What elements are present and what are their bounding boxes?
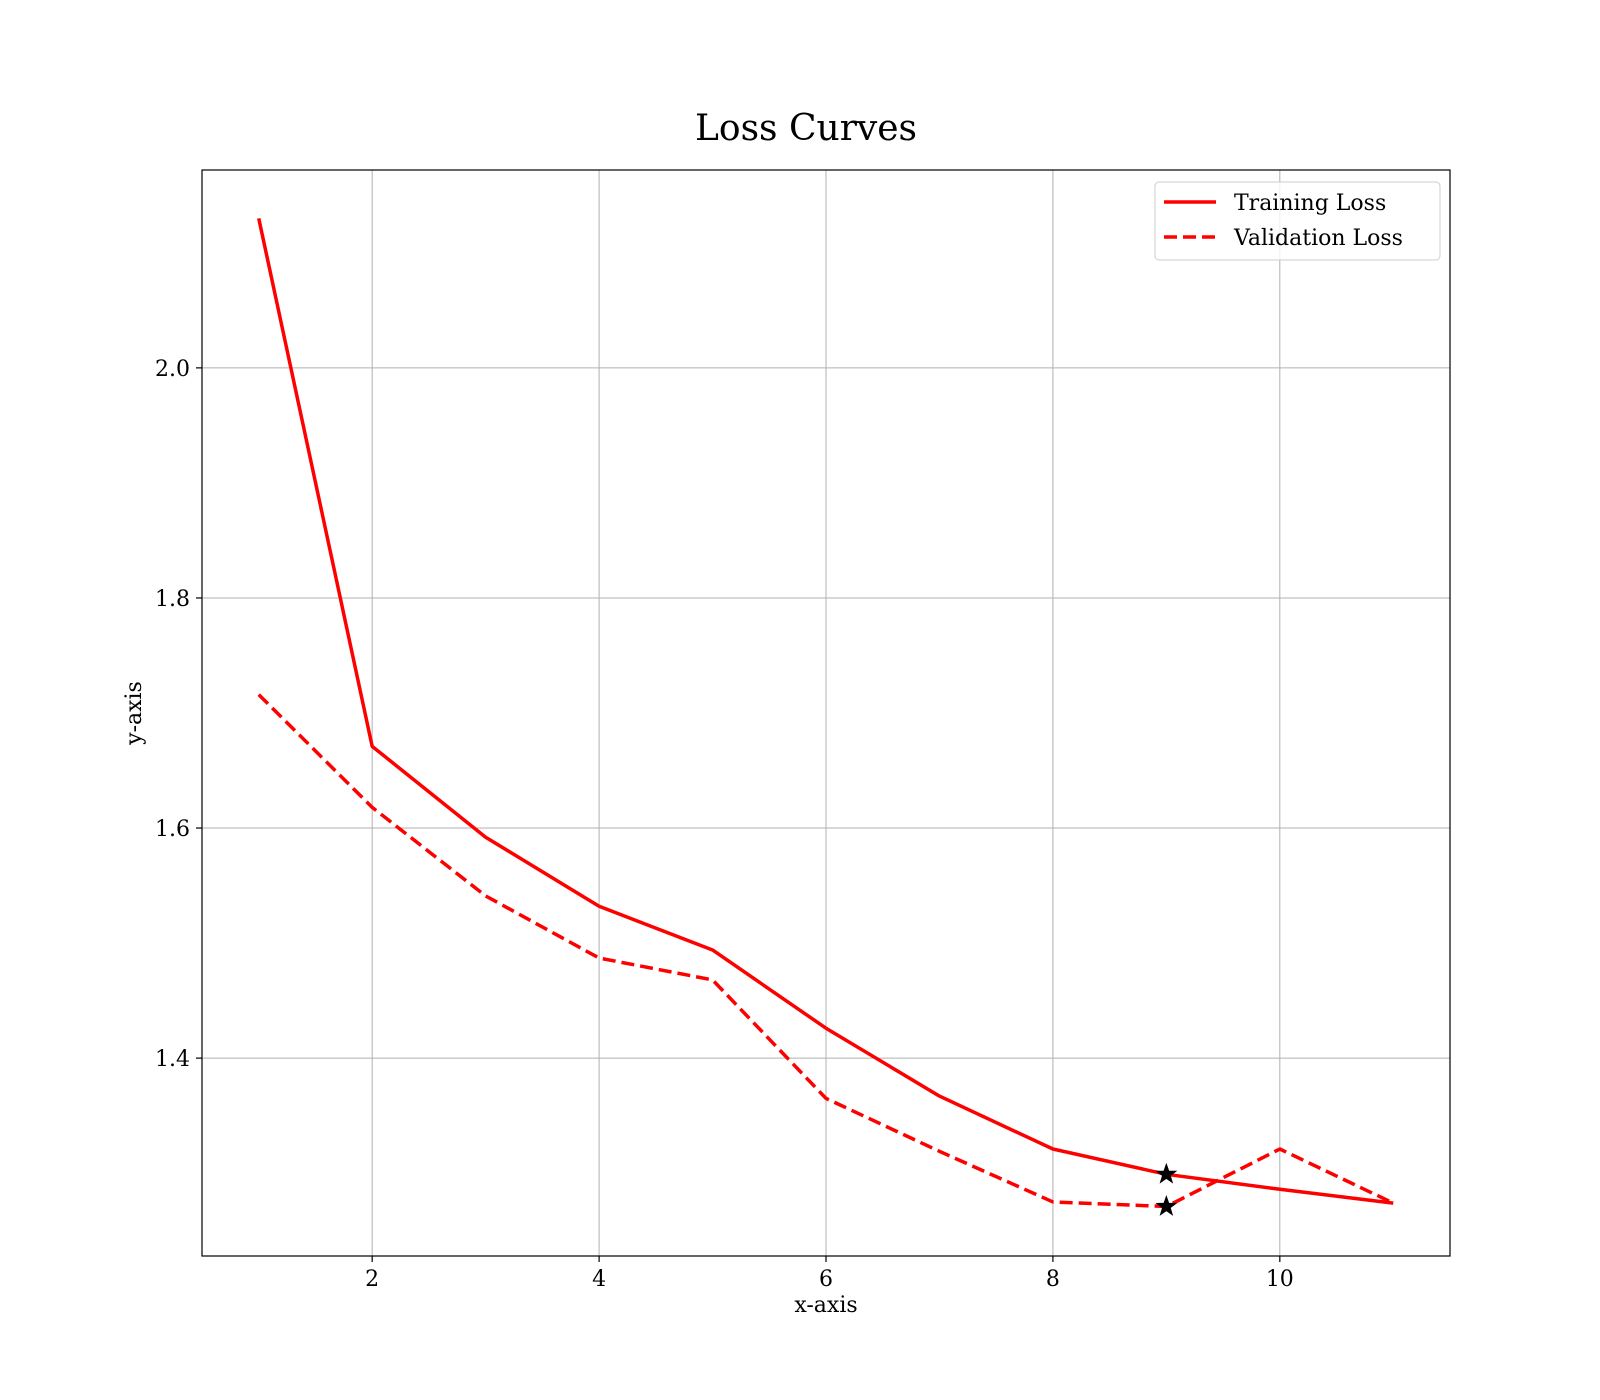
y-tick-label: 2.0 <box>155 357 190 382</box>
chart-title: Loss Curves <box>695 108 917 149</box>
x-axis-label: x-axis <box>794 1293 857 1318</box>
grid-lines <box>202 170 1450 1256</box>
axis-ticks: 2 4 6 8 10 1.4 1.6 1.8 2.0 <box>155 357 1294 1292</box>
y-tick-label: 1.4 <box>155 1047 190 1072</box>
x-tick-label: 10 <box>1266 1267 1294 1292</box>
star-icon <box>1155 1162 1178 1184</box>
y-tick-label: 1.8 <box>155 587 190 612</box>
legend: Training Loss Validation Loss <box>1154 181 1441 261</box>
series-lines <box>257 217 1395 1209</box>
x-tick-label: 8 <box>1046 1267 1060 1292</box>
x-tick-label: 4 <box>592 1267 606 1292</box>
x-tick-label: 6 <box>819 1267 833 1292</box>
star-markers <box>1155 1162 1178 1216</box>
y-axis-label: y-axis <box>122 681 147 746</box>
x-tick-label: 2 <box>365 1267 379 1292</box>
legend-label-training-loss: Training Loss <box>1234 191 1386 216</box>
series-line-validation-loss <box>257 693 1395 1209</box>
legend-label-validation-loss: Validation Loss <box>1233 226 1403 251</box>
star-icon <box>1155 1195 1178 1216</box>
legend-box <box>1154 181 1441 261</box>
y-tick-label: 1.6 <box>155 817 190 842</box>
series-line-training-loss <box>257 217 1394 1205</box>
